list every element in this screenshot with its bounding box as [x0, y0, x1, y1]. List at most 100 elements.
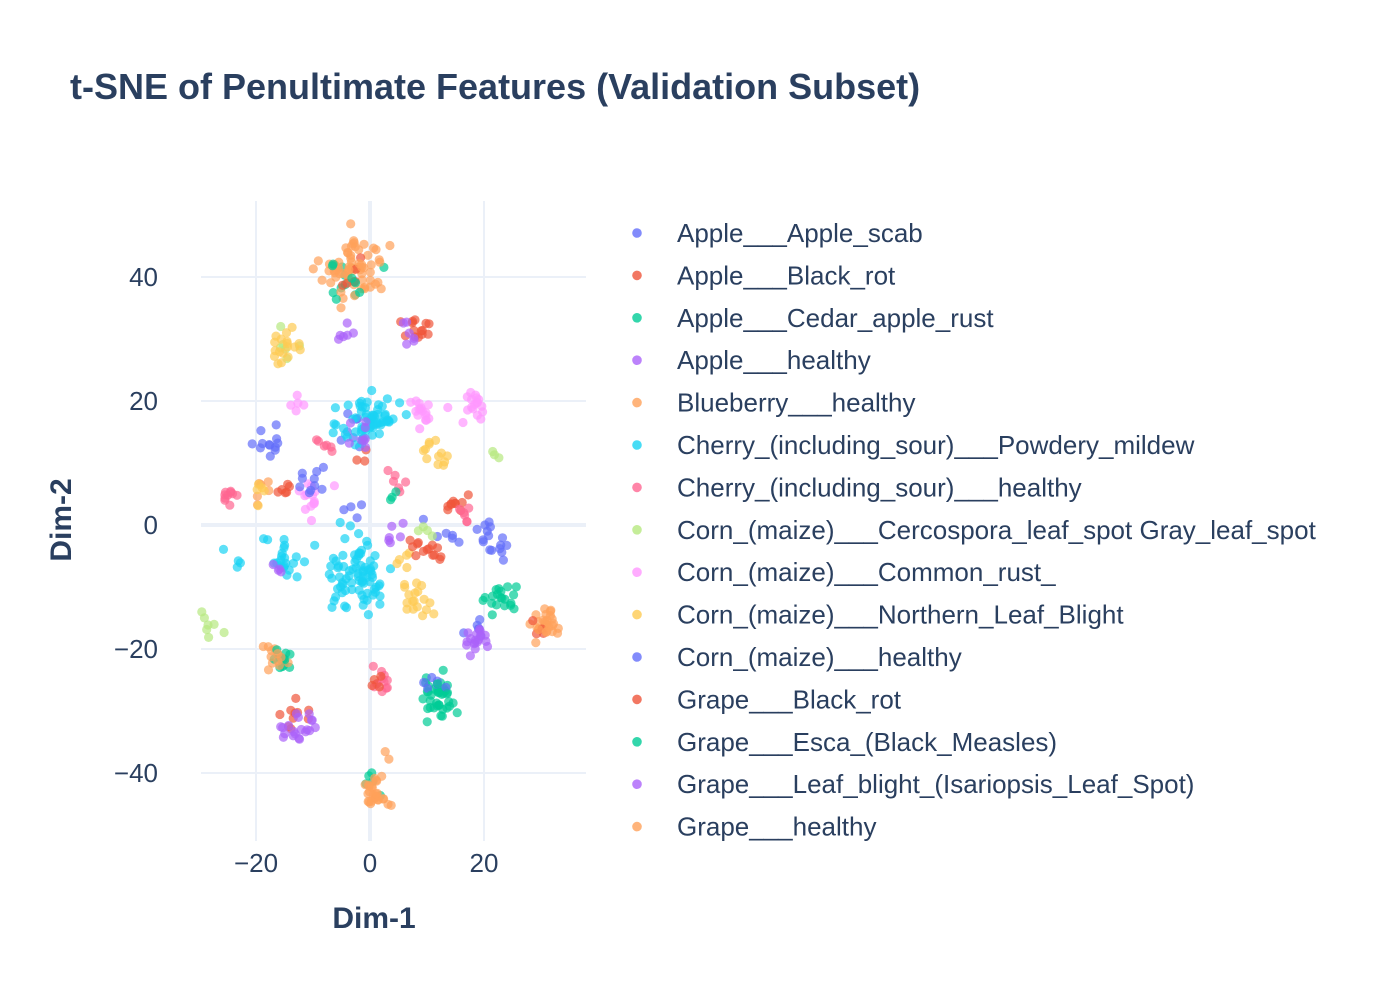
data-point [322, 440, 332, 450]
data-point [484, 531, 494, 541]
data-point [360, 442, 371, 452]
data-point [356, 545, 367, 555]
y-axis-title: Dim-2 [45, 478, 78, 561]
data-point [356, 435, 367, 445]
data-point [338, 550, 348, 561]
legend-label: Grape___healthy [677, 812, 876, 842]
data-point [365, 577, 375, 587]
legend-marker [632, 355, 642, 366]
data-point [273, 359, 283, 369]
legend-item[interactable]: Grape___Black_rot [632, 684, 902, 714]
data-point [436, 448, 446, 458]
data-point [459, 508, 469, 518]
data-point [437, 711, 447, 721]
legend-item[interactable]: Corn_(maize)___Cercospora_leaf_spot Gray… [632, 515, 1317, 545]
series-points [295, 462, 495, 694]
data-point [343, 400, 353, 410]
data-point [349, 238, 359, 248]
data-point [326, 278, 336, 288]
data-point [330, 268, 340, 278]
data-point [448, 698, 458, 708]
data-point [426, 690, 436, 700]
legend-item[interactable]: Apple___Black_rot [632, 260, 896, 290]
data-point [271, 420, 281, 430]
data-point [462, 516, 472, 527]
legend-item[interactable]: Corn_(maize)___Common_rust_ [632, 557, 1056, 587]
y-tick-label: 20 [129, 386, 158, 416]
data-point [283, 352, 293, 362]
legend-item[interactable]: Apple___healthy [632, 345, 871, 375]
data-point [293, 398, 303, 408]
data-point [357, 260, 367, 270]
scatter-points [197, 219, 563, 811]
data-point [511, 582, 521, 592]
data-point [368, 661, 378, 671]
data-point [338, 293, 348, 303]
data-point [429, 609, 439, 619]
data-point [328, 428, 338, 438]
legend-item[interactable]: Apple___Apple_scab [632, 218, 923, 248]
data-point [355, 287, 365, 297]
data-point [309, 499, 319, 509]
legend-item[interactable]: Grape___Leaf_blight_(Isariopsis_Leaf_Spo… [632, 769, 1194, 799]
data-point [422, 717, 432, 727]
data-point [470, 638, 480, 648]
data-point [433, 459, 443, 470]
data-point [390, 470, 400, 480]
legend-item[interactable]: Grape___Esca_(Black_Measles) [632, 727, 1057, 757]
data-point [350, 278, 361, 288]
data-point [346, 502, 356, 512]
data-point [395, 532, 405, 542]
legend-item[interactable]: Cherry_(including_sour)___Powdery_mildew [632, 430, 1195, 460]
data-point [434, 688, 444, 698]
series-points [286, 387, 488, 526]
data-point [296, 724, 306, 735]
x-axis-title: Dim-1 [332, 902, 415, 935]
legend-item[interactable]: Grape___healthy [632, 812, 876, 842]
legend-marker [632, 270, 642, 281]
data-point [225, 500, 235, 510]
data-point [463, 405, 473, 415]
data-point [363, 250, 373, 260]
data-point [292, 572, 302, 582]
data-point [385, 538, 395, 548]
y-axis-ticks: −40 −20 0 20 40 [114, 262, 158, 788]
data-point [412, 539, 423, 549]
data-point [365, 275, 375, 285]
data-point [375, 579, 385, 589]
data-point [344, 438, 354, 448]
data-point [481, 636, 491, 647]
data-point [345, 418, 356, 428]
data-point [418, 694, 428, 704]
data-point [310, 722, 320, 733]
legend-item[interactable]: Corn_(maize)___healthy [632, 642, 962, 672]
data-point [310, 540, 320, 550]
data-point [478, 595, 488, 606]
data-point [418, 522, 428, 532]
legend-item[interactable]: Cherry_(including_sour)___healthy [632, 472, 1082, 502]
data-point [402, 562, 412, 573]
plot-area[interactable] [197, 201, 586, 841]
legend-item[interactable]: Blueberry___healthy [632, 388, 916, 418]
data-point [470, 399, 480, 409]
legend-label: Apple___Cedar_apple_rust [677, 303, 994, 333]
data-point [478, 537, 488, 547]
data-point [374, 429, 384, 439]
data-point [346, 219, 356, 229]
data-point [340, 534, 350, 544]
legend[interactable]: Apple___Apple_scab Apple___Black_rot Apple… [632, 218, 1317, 842]
data-point [327, 261, 338, 271]
data-point [531, 638, 541, 648]
series-points [273, 253, 549, 692]
data-point [342, 318, 352, 328]
legend-item[interactable]: Corn_(maize)___Northern_Leaf_Blight [632, 600, 1124, 630]
data-point [313, 256, 323, 266]
data-point [309, 474, 319, 484]
data-point [367, 430, 377, 440]
data-point [299, 557, 310, 567]
data-point [418, 446, 429, 456]
legend-label: Corn_(maize)___Common_rust_ [677, 557, 1056, 587]
legend-item[interactable]: Apple___Cedar_apple_rust [632, 303, 994, 333]
data-point [360, 422, 370, 433]
data-point [339, 561, 349, 572]
